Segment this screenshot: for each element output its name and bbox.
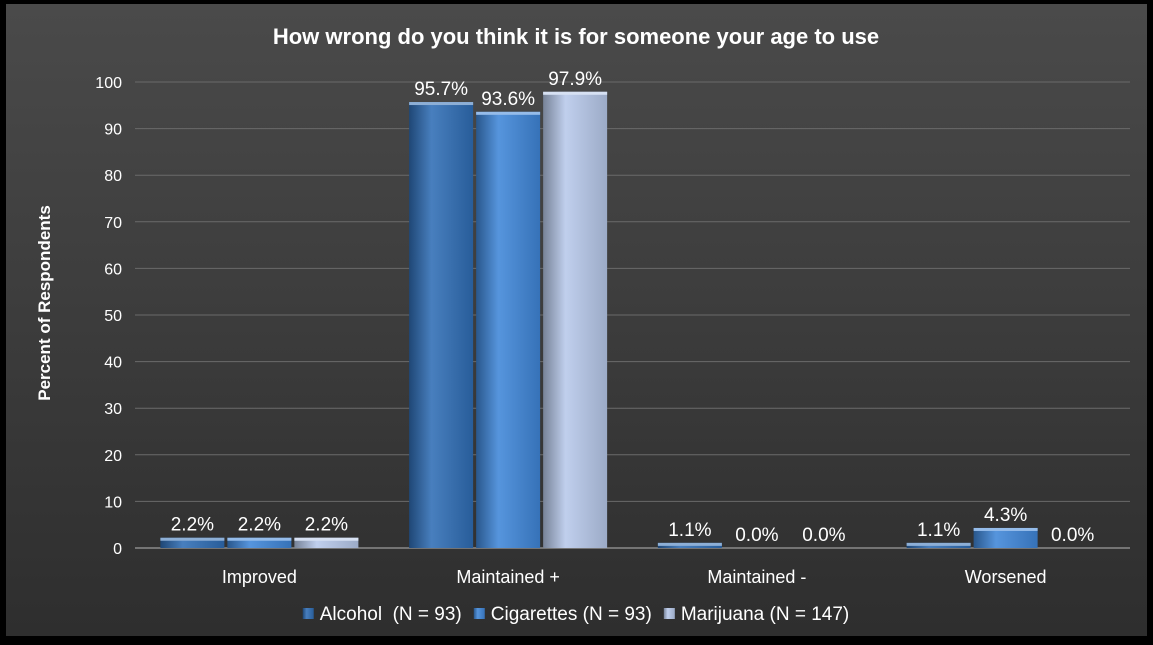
- bar-top-highlight: [227, 537, 292, 541]
- data-label: 1.1%: [917, 520, 960, 541]
- y-tick-label: 40: [104, 355, 122, 372]
- y-tick-label: 60: [104, 261, 122, 278]
- x-tick-label: Maintained -: [707, 567, 806, 587]
- bar: [160, 537, 225, 548]
- bar: [409, 102, 474, 549]
- legend-swatch: [663, 608, 675, 619]
- data-label: 93.6%: [481, 89, 535, 110]
- legend-label: Marijuana (N = 147): [681, 604, 849, 625]
- x-tick-labels: Improved Maintained + Maintained - Worsened: [222, 567, 1047, 587]
- gridlines: [135, 81, 1130, 549]
- y-tick-label: 50: [104, 308, 122, 325]
- y-tick-label: 20: [104, 448, 122, 465]
- data-label: 0.0%: [802, 525, 845, 546]
- x-tick-label: Maintained +: [456, 567, 560, 587]
- legend-item: Alcohol (N = 93): [302, 604, 462, 625]
- data-label: 97.9%: [548, 69, 602, 90]
- data-label: 2.2%: [171, 515, 214, 536]
- y-tick-label: 10: [104, 494, 122, 511]
- data-label: 95.7%: [414, 79, 468, 100]
- data-label: 1.1%: [668, 520, 711, 541]
- y-tick-label: 90: [104, 122, 122, 139]
- y-tick-label: 30: [104, 401, 122, 418]
- legend-item: Marijuana (N = 147): [663, 604, 849, 625]
- bar: [476, 111, 541, 548]
- legend: Alcohol (N = 93) Cigarettes (N = 93) Marij…: [302, 604, 849, 625]
- legend-swatch: [302, 608, 314, 619]
- data-label: 2.2%: [238, 515, 281, 536]
- bar-top-highlight: [476, 111, 541, 115]
- data-label: 0.0%: [735, 525, 778, 546]
- legend-item: Cigarettes (N = 93): [473, 604, 652, 625]
- y-tick-labels: 0 10 20 30 40 50 60 70 80 90 100: [95, 75, 122, 558]
- bar: [227, 537, 292, 548]
- bar: [294, 537, 359, 548]
- bar-top-highlight: [906, 542, 971, 546]
- bars: [160, 91, 1038, 549]
- y-tick-label: 70: [104, 215, 122, 232]
- legend-swatch: [473, 608, 485, 619]
- x-tick-label: Improved: [222, 567, 297, 587]
- data-label: 4.3%: [984, 505, 1027, 526]
- chart-title: How wrong do you think it is for someone…: [273, 24, 879, 49]
- bar-top-highlight: [657, 542, 722, 546]
- bar-top-highlight: [409, 102, 474, 106]
- legend-label: Cigarettes (N = 93): [491, 604, 652, 625]
- y-tick-label: 100: [95, 75, 122, 92]
- data-label: 2.2%: [305, 515, 348, 536]
- bar: [973, 527, 1038, 548]
- y-tick-label: 80: [104, 168, 122, 185]
- bar-top-highlight: [973, 527, 1038, 531]
- bar-top-highlight: [543, 91, 608, 95]
- bar-top-highlight: [160, 537, 225, 541]
- bar-top-highlight: [294, 537, 359, 541]
- legend-label: Alcohol (N = 93): [320, 604, 462, 625]
- bar: [543, 91, 608, 548]
- data-label: 0.0%: [1051, 525, 1094, 546]
- y-tick-label: 0: [113, 541, 122, 558]
- data-labels: 2.2% 2.2% 2.2% 95.7% 93.6% 97.9% 1.1% 0.0% 0.0% 1…: [171, 69, 1095, 546]
- y-axis-label: Percent of Respondents: [35, 205, 54, 401]
- x-tick-label: Worsened: [965, 567, 1047, 587]
